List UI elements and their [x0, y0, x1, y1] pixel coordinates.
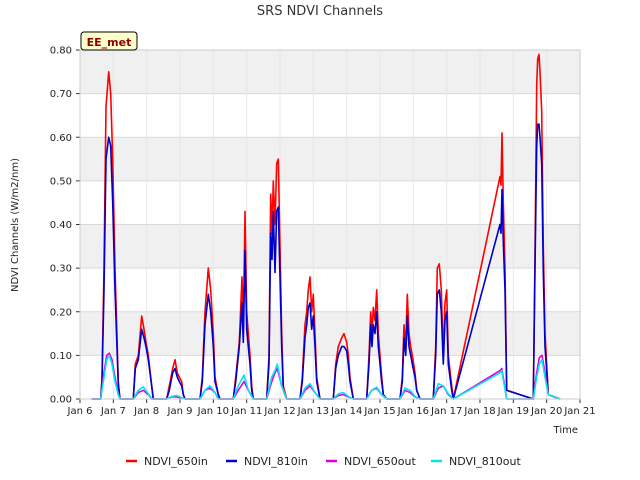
- legend-item-ndvi-810in: NDVI_810in: [226, 455, 308, 468]
- legend-label: NDVI_810in: [244, 455, 308, 468]
- plot-border: [79, 49, 581, 400]
- x-tick-label: Jan 21: [563, 406, 595, 417]
- badge-label: EE_met: [87, 36, 132, 49]
- x-tick-label: Jan 16: [397, 406, 429, 417]
- grid-band: [80, 311, 580, 356]
- x-tick-label: Jan 20: [530, 406, 562, 417]
- x-tick-label: Jan 15: [363, 406, 395, 417]
- legend-item-ndvi-650in: NDVI_650in: [126, 455, 208, 468]
- x-tick-label: Jan 13: [297, 406, 329, 417]
- grid-band: [80, 50, 580, 94]
- legend-item-ndvi-810out: NDVI_810out: [431, 455, 521, 468]
- y-tick-label: 0.60: [50, 133, 72, 144]
- y-tick-label: 0.20: [50, 307, 72, 318]
- y-tick-label: 0.50: [50, 176, 72, 187]
- x-tick-label: Jan 19: [497, 406, 529, 417]
- grid-band: [80, 224, 580, 269]
- x-tick-label: Jan 8: [133, 406, 159, 417]
- y-axis-title: NDVI Channels (W/m2/nm): [10, 158, 21, 292]
- chart-title: SRS NDVI Channels: [257, 4, 383, 19]
- legend: NDVI_650in NDVI_810in NDVI_650out NDVI_810o…: [126, 455, 521, 468]
- series-line-ndvi-810in: [91, 123, 561, 400]
- legend-label: NDVI_650in: [144, 455, 208, 468]
- x-axis-title: Time: [553, 425, 578, 436]
- y-tick-label: 0.70: [50, 89, 72, 100]
- x-tick-label: Jan 6: [67, 406, 93, 417]
- badge-box: [80, 31, 138, 51]
- legend-label: NDVI_650out: [344, 455, 416, 468]
- y-tick-label: 0.10: [50, 351, 72, 362]
- x-tick-label: Jan 7: [100, 406, 126, 417]
- x-tick-label: Jan 14: [330, 406, 362, 417]
- x-tick-label: Jan 17: [430, 406, 462, 417]
- y-tick-label: 0.00: [50, 395, 72, 406]
- legend-label: NDVI_810out: [449, 455, 521, 468]
- x-tick-label: Jan 12: [263, 406, 295, 417]
- y-tick-label: 0.40: [50, 220, 72, 231]
- axes: 0.00 0.10 0.20 0.30 0.40 0.50 0.60 0.70 0.80 Jan …: [50, 46, 596, 418]
- ee-met-badge: EE_met: [80, 31, 138, 51]
- x-tick-label: Jan 10: [197, 406, 229, 417]
- x-tick-label: Jan 18: [463, 406, 495, 417]
- grid-band: [80, 137, 580, 181]
- y-tick-label: 0.80: [50, 46, 72, 57]
- legend-item-ndvi-650out: NDVI_650out: [326, 455, 416, 468]
- x-tick-label: Jan 9: [167, 406, 193, 417]
- y-tick-label: 0.30: [50, 264, 72, 275]
- x-tick-label: Jan 11: [230, 406, 262, 417]
